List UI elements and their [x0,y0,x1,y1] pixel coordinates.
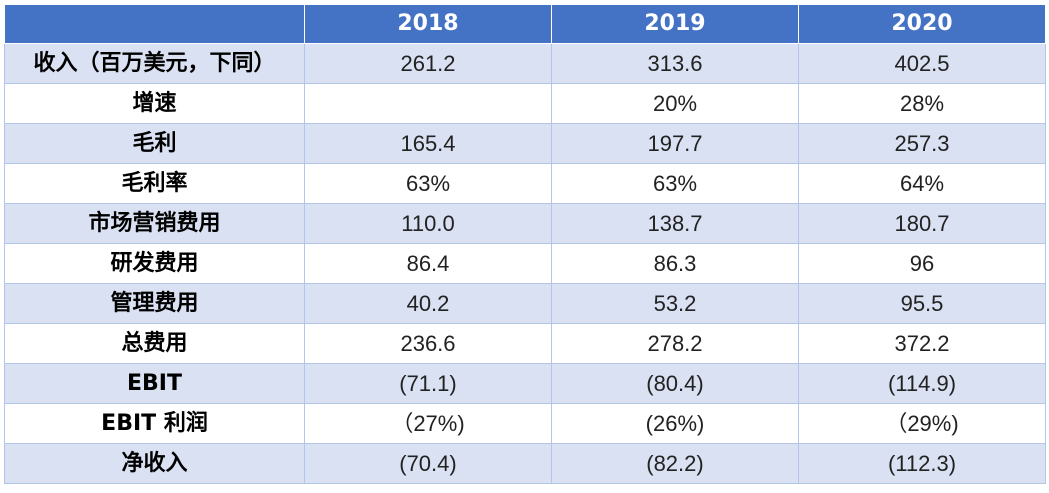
cell-value: 63% [551,163,799,204]
cell-value: 86.4 [304,243,552,284]
cell-value: 180.7 [798,203,1046,244]
row-label: 毛利 [4,123,305,164]
header-year-2018: 2018 [304,4,552,44]
cell-value [304,83,552,124]
table-row-total-expense: 总费用 236.6 278.2 372.2 [4,323,1046,364]
cell-value: 138.7 [551,203,799,244]
row-label: 增速 [4,83,305,124]
cell-value: 257.3 [798,123,1046,164]
header-year-2020: 2020 [798,4,1046,44]
table-row-growth: 增速 20% 28% [4,83,1046,124]
cell-value: 236.6 [304,323,552,364]
table-row-ebit: EBIT (71.1) (80.4) (114.9) [4,363,1046,404]
cell-value: 197.7 [551,123,799,164]
cell-value: （27%) [304,403,552,444]
cell-value: 63% [304,163,552,204]
cell-value: 372.2 [798,323,1046,364]
header-corner [4,4,305,44]
header-year-2019: 2019 [551,4,799,44]
cell-value: (70.4) [304,443,552,484]
table-row-rd-expense: 研发费用 86.4 86.3 96 [4,243,1046,284]
cell-value: (26%) [551,403,799,444]
cell-value: 110.0 [304,203,552,244]
cell-value: 86.3 [551,243,799,284]
row-label: 研发费用 [4,243,305,284]
cell-value: 278.2 [551,323,799,364]
table-row-net-income: 净收入 (70.4) (82.2) (112.3) [4,443,1046,484]
row-label: EBIT [4,363,305,404]
header-row: 2018 2019 2020 [4,4,1046,44]
row-label: 总费用 [4,323,305,364]
table-row-marketing-expense: 市场营销费用 110.0 138.7 180.7 [4,203,1046,244]
row-label: 管理费用 [4,283,305,324]
cell-value: (82.2) [551,443,799,484]
financial-table: 2018 2019 2020 收入（百万美元，下同） 261.2 313.6 4… [4,4,1046,484]
cell-value: （29%) [798,403,1046,444]
cell-value: (71.1) [304,363,552,404]
cell-value: 40.2 [304,283,552,324]
cell-value: 402.5 [798,43,1046,84]
financial-table-container: 2018 2019 2020 收入（百万美元，下同） 261.2 313.6 4… [4,4,1046,484]
cell-value: 95.5 [798,283,1046,324]
cell-value: 261.2 [304,43,552,84]
cell-value: 28% [798,83,1046,124]
cell-value: 313.6 [551,43,799,84]
cell-value: (80.4) [551,363,799,404]
row-label: 市场营销费用 [4,203,305,244]
cell-value: 20% [551,83,799,124]
cell-value: (114.9) [798,363,1046,404]
table-row-gross-margin: 毛利率 63% 63% 64% [4,163,1046,204]
cell-value: 64% [798,163,1046,204]
row-label: 净收入 [4,443,305,484]
table-row-gross-profit: 毛利 165.4 197.7 257.3 [4,123,1046,164]
row-label: 收入（百万美元，下同） [4,43,305,84]
table-row-admin-expense: 管理费用 40.2 53.2 95.5 [4,283,1046,324]
row-label: 毛利率 [4,163,305,204]
cell-value: 96 [798,243,1046,284]
cell-value: 165.4 [304,123,552,164]
table-row-ebit-margin: EBIT 利润 （27%) (26%) （29%) [4,403,1046,444]
row-label: EBIT 利润 [4,403,305,444]
cell-value: (112.3) [798,443,1046,484]
cell-value: 53.2 [551,283,799,324]
table-row-revenue: 收入（百万美元，下同） 261.2 313.6 402.5 [4,43,1046,84]
